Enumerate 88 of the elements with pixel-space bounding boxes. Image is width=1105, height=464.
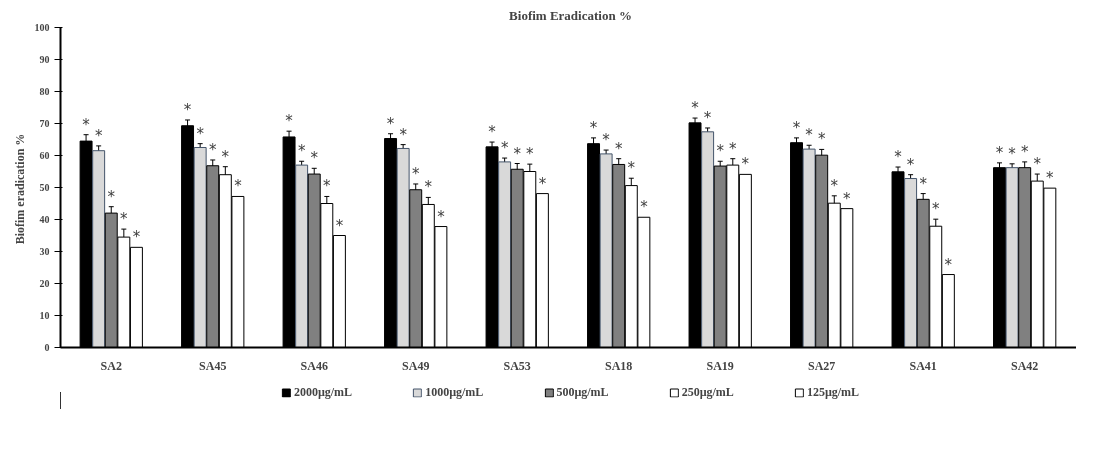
bar (599, 153, 613, 348)
data-label: * (995, 143, 1004, 162)
y-tick-label: 40 (39, 214, 50, 225)
x-tick-label: SA19 (706, 358, 734, 373)
data-label: * (297, 142, 306, 161)
y-tick-label: 90 (39, 54, 50, 65)
chart-title: Biofim Eradication % (509, 7, 632, 23)
data-label: * (386, 114, 395, 133)
data-label: * (526, 145, 535, 164)
data-label: * (1020, 142, 1029, 161)
data-label: * (132, 228, 141, 247)
y-tick-label: 60 (39, 150, 50, 161)
bar (802, 148, 816, 348)
y-tick-label: 10 (39, 310, 50, 321)
bar (701, 131, 715, 348)
data-label: * (538, 174, 547, 193)
y-tick-label: 30 (39, 246, 50, 257)
bar (396, 147, 410, 348)
x-tick-label: SA27 (808, 358, 836, 373)
data-label: * (894, 148, 903, 167)
data-label: * (107, 187, 116, 206)
x-tick-label: SA53 (503, 358, 531, 373)
bar (295, 164, 309, 348)
x-tick-label: SA18 (605, 358, 633, 373)
data-label: * (627, 159, 636, 178)
data-label: * (729, 139, 738, 158)
data-label: * (285, 112, 294, 131)
x-tick-label: SA42 (1011, 358, 1039, 373)
y-tick-label: 0 (44, 342, 50, 353)
data-label: * (906, 155, 915, 174)
data-label: * (703, 108, 712, 127)
data-label: * (792, 118, 801, 137)
data-label: * (310, 149, 319, 168)
data-label: * (1046, 169, 1055, 188)
data-label: * (1033, 155, 1042, 174)
legend-label: 250µg/mL (681, 384, 734, 400)
x-tick-label: SA2 (100, 358, 122, 373)
data-label: * (691, 99, 700, 118)
y-tick-label: 20 (39, 278, 50, 289)
data-label: * (183, 100, 192, 119)
data-label: * (424, 178, 433, 197)
data-label: * (513, 144, 522, 163)
data-label: * (919, 174, 928, 193)
data-label: * (716, 142, 725, 161)
bar (92, 150, 106, 348)
data-label: * (602, 131, 611, 150)
data-label: * (614, 139, 623, 158)
data-label: * (120, 210, 129, 229)
legend-label: 500µg/mL (556, 384, 609, 400)
x-tick-label: SA45 (199, 358, 227, 373)
bar (1005, 167, 1019, 348)
x-tick-label: SA41 (909, 358, 937, 373)
bar (193, 147, 207, 348)
data-label: * (640, 198, 649, 217)
data-label: * (399, 125, 408, 144)
data-label: * (589, 118, 598, 137)
bar (498, 161, 512, 348)
data-label: * (323, 177, 332, 196)
data-label: * (208, 140, 217, 159)
data-label: * (817, 130, 826, 149)
data-label: * (1008, 144, 1017, 163)
legend-label: 1000µg/mL (425, 384, 484, 400)
data-label: * (830, 176, 839, 195)
data-label: * (196, 124, 205, 143)
y-tick-label: 80 (39, 86, 50, 97)
x-tick-label: SA46 (300, 358, 328, 373)
y-tick-label: 50 (39, 182, 50, 193)
legend-label: 125µg/mL (806, 384, 860, 400)
legend-label: 2000µg/mL (293, 384, 353, 400)
data-label: * (411, 164, 420, 183)
data-label: * (94, 126, 103, 145)
data-label: * (843, 189, 852, 208)
data-label: * (805, 126, 814, 145)
data-label: * (488, 123, 497, 142)
y-tick-label: 70 (39, 118, 50, 129)
data-label: * (234, 177, 243, 196)
y-tick-label: 100 (34, 22, 50, 33)
data-label: * (500, 139, 509, 158)
data-label: * (932, 200, 941, 219)
data-label: * (437, 207, 446, 226)
data-label: * (944, 255, 953, 274)
bar (904, 178, 918, 348)
data-label: * (741, 155, 750, 174)
y-axis-title: Biofim eradication % (12, 133, 27, 245)
x-tick-label: SA49 (402, 358, 430, 373)
data-label: * (221, 147, 230, 166)
data-label: * (82, 115, 91, 134)
data-label: * (335, 216, 344, 235)
